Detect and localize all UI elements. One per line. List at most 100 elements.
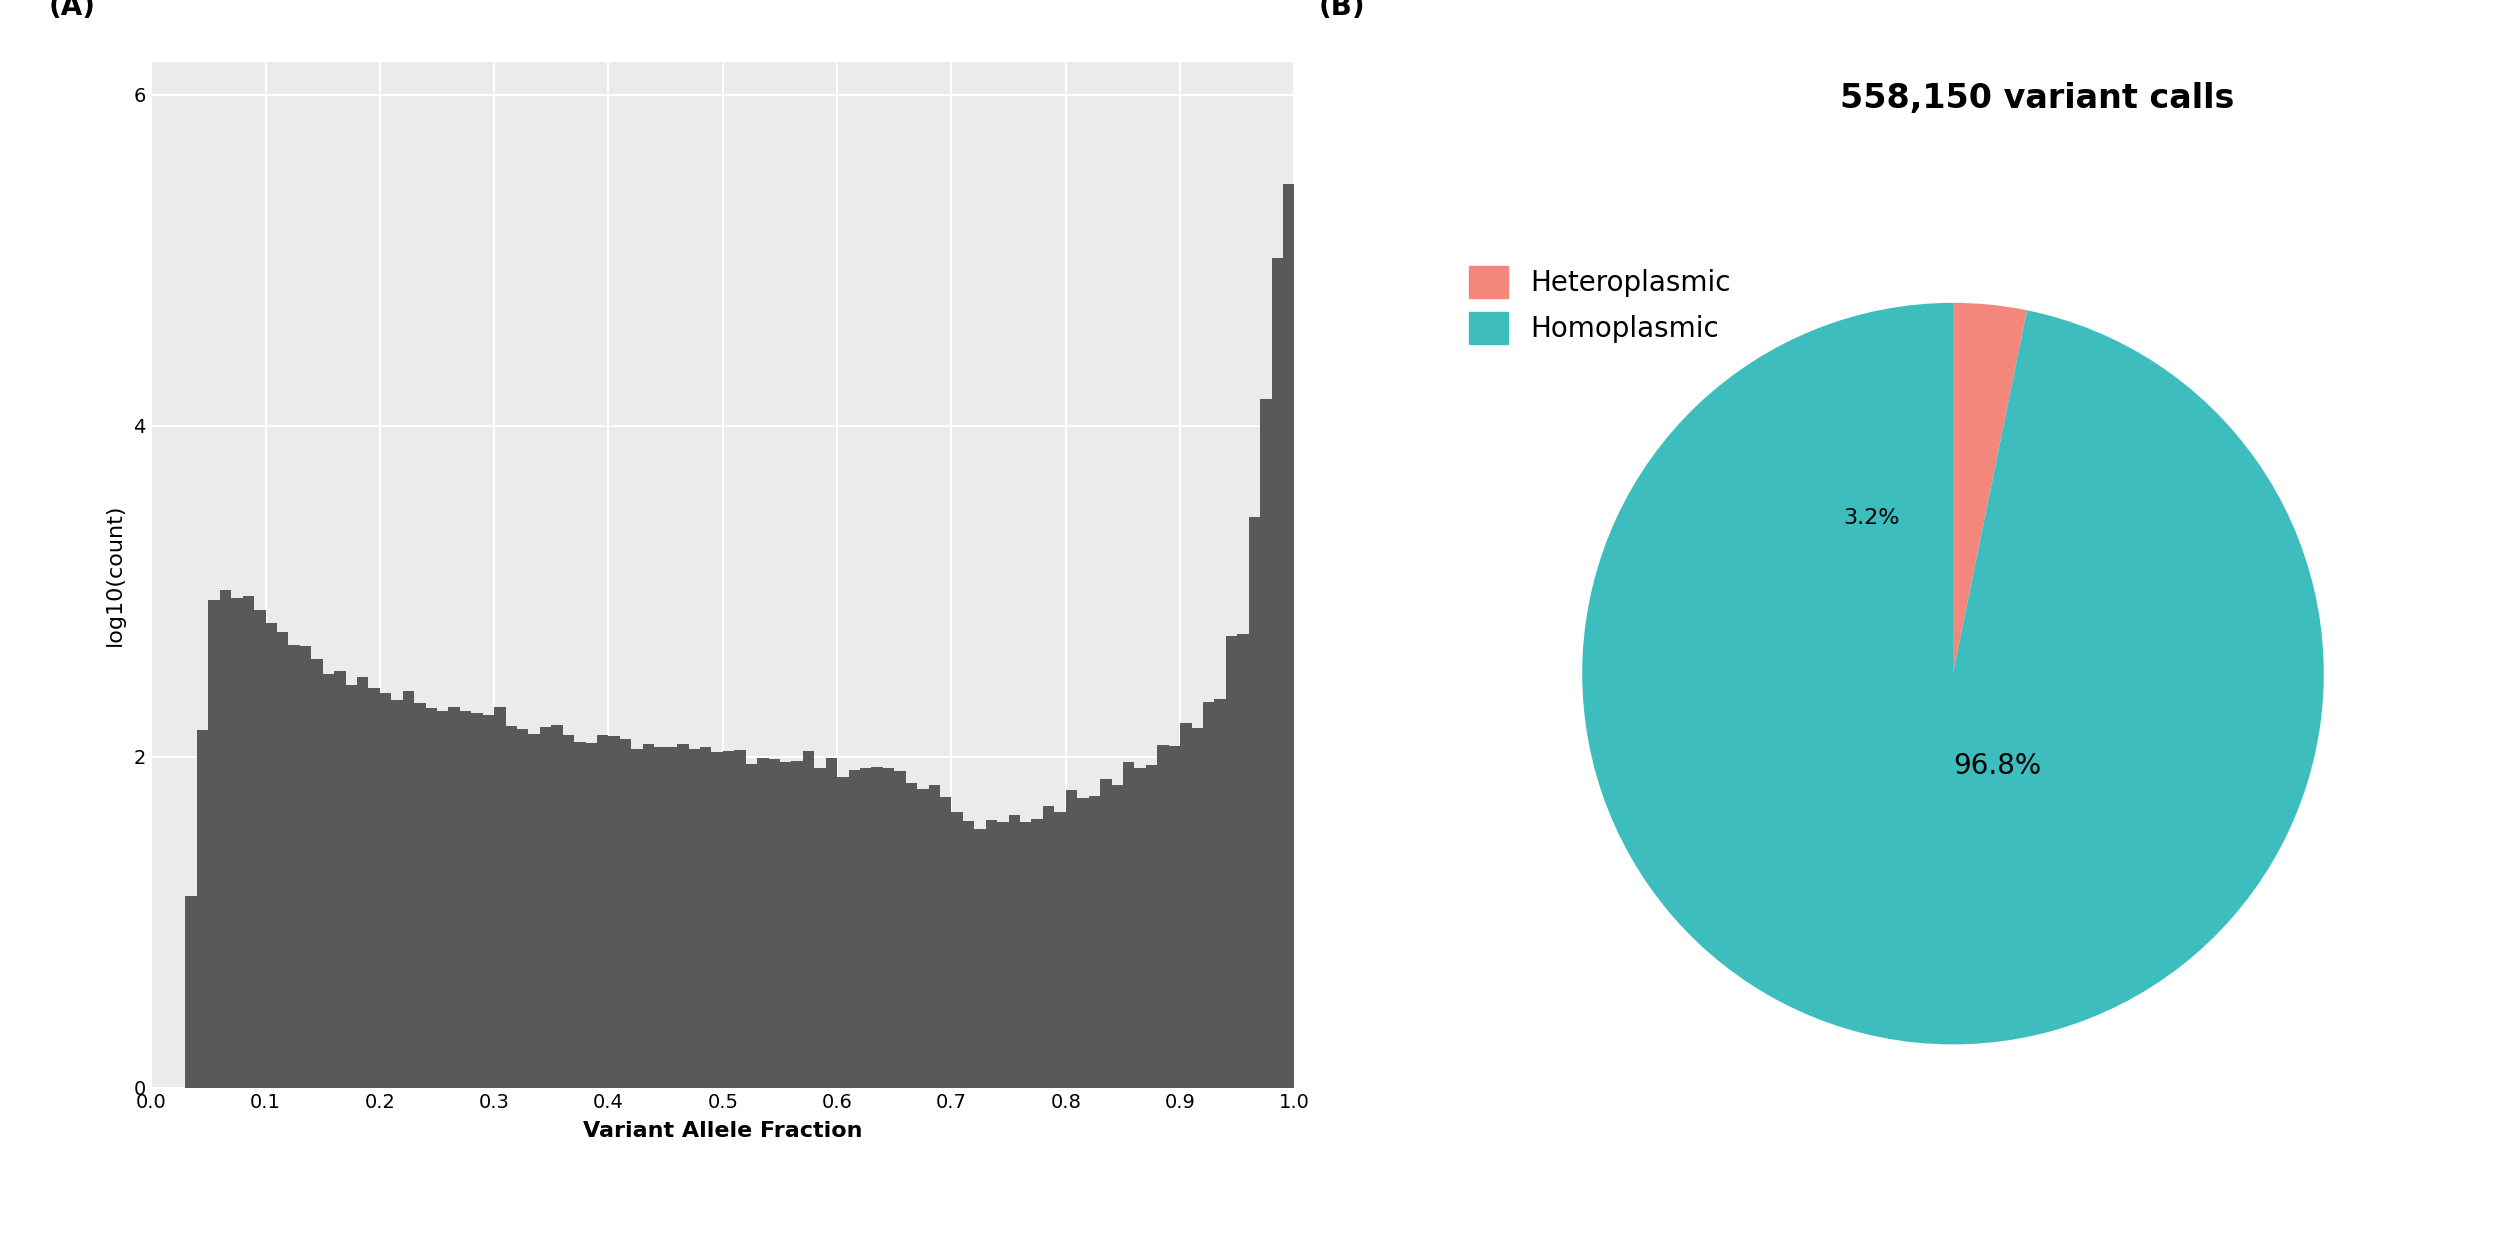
Bar: [746, 764, 756, 1088]
Bar: [597, 735, 607, 1088]
Legend: Heteroplasmic, Homoplasmic: Heteroplasmic, Homoplasmic: [1464, 261, 1736, 350]
Bar: [814, 769, 827, 1088]
Bar: [633, 749, 643, 1088]
Bar: [219, 591, 232, 1088]
Bar: [1273, 258, 1283, 1088]
Bar: [985, 819, 998, 1088]
Bar: [358, 677, 368, 1088]
Bar: [507, 726, 517, 1088]
Bar: [1111, 785, 1124, 1088]
Bar: [265, 623, 277, 1088]
Bar: [1053, 812, 1066, 1088]
Text: 96.8%: 96.8%: [1953, 753, 2041, 780]
Bar: [905, 784, 917, 1088]
Bar: [484, 716, 494, 1088]
Bar: [562, 735, 575, 1088]
X-axis label: Variant Allele Fraction: Variant Allele Fraction: [582, 1121, 862, 1141]
Bar: [539, 727, 552, 1088]
Bar: [335, 671, 345, 1088]
Bar: [859, 768, 872, 1088]
Text: 3.2%: 3.2%: [1842, 508, 1900, 528]
Bar: [1134, 768, 1147, 1088]
Bar: [1283, 184, 1295, 1088]
Bar: [1089, 796, 1101, 1088]
Bar: [1147, 765, 1157, 1088]
Bar: [494, 707, 507, 1088]
Text: (B): (B): [1318, 0, 1366, 21]
Bar: [1066, 790, 1076, 1088]
Bar: [781, 761, 791, 1088]
Bar: [368, 688, 381, 1088]
Bar: [552, 726, 562, 1088]
Bar: [1043, 806, 1053, 1088]
Bar: [756, 758, 769, 1088]
Wedge shape: [1583, 303, 2323, 1044]
Bar: [882, 768, 895, 1088]
Bar: [436, 711, 449, 1088]
Bar: [403, 691, 413, 1088]
Bar: [620, 739, 633, 1088]
Bar: [1021, 822, 1031, 1088]
Bar: [1225, 635, 1237, 1088]
Bar: [1179, 723, 1192, 1088]
Bar: [872, 766, 882, 1088]
Wedge shape: [1953, 303, 2026, 674]
Bar: [711, 751, 723, 1088]
Bar: [678, 744, 688, 1088]
Bar: [1031, 818, 1043, 1088]
Bar: [963, 821, 975, 1088]
Bar: [323, 674, 335, 1088]
Bar: [381, 693, 391, 1088]
Bar: [1101, 779, 1111, 1088]
Bar: [1202, 702, 1215, 1088]
Text: (A): (A): [48, 0, 96, 21]
Bar: [277, 632, 287, 1088]
Bar: [575, 742, 585, 1088]
Bar: [255, 611, 265, 1088]
Bar: [701, 747, 711, 1088]
Bar: [459, 711, 471, 1088]
Bar: [517, 729, 529, 1088]
Bar: [827, 758, 837, 1088]
Bar: [300, 646, 312, 1088]
Bar: [607, 737, 620, 1088]
Bar: [413, 703, 426, 1088]
Bar: [1157, 745, 1169, 1088]
Bar: [1008, 815, 1021, 1088]
Bar: [733, 750, 746, 1088]
Bar: [232, 598, 242, 1088]
Bar: [1250, 518, 1260, 1088]
Bar: [449, 707, 459, 1088]
Bar: [1260, 399, 1273, 1088]
Bar: [1192, 728, 1202, 1088]
Y-axis label: log10(count): log10(count): [106, 503, 126, 646]
Bar: [688, 749, 701, 1088]
Bar: [998, 822, 1008, 1088]
Bar: [345, 685, 358, 1088]
Bar: [804, 751, 814, 1088]
Bar: [895, 770, 905, 1088]
Bar: [769, 759, 781, 1088]
Bar: [209, 599, 219, 1088]
Bar: [791, 761, 804, 1088]
Bar: [927, 785, 940, 1088]
Bar: [426, 708, 436, 1088]
Bar: [643, 744, 655, 1088]
Bar: [849, 770, 859, 1088]
Bar: [837, 777, 849, 1088]
Bar: [917, 789, 927, 1088]
Bar: [1076, 797, 1089, 1088]
Bar: [1215, 700, 1225, 1088]
Bar: [940, 797, 953, 1088]
Bar: [312, 659, 323, 1088]
Bar: [197, 730, 209, 1088]
Bar: [287, 645, 300, 1088]
Bar: [975, 829, 985, 1088]
Bar: [1169, 745, 1179, 1088]
Bar: [529, 734, 539, 1088]
Bar: [1237, 634, 1250, 1088]
Bar: [723, 751, 733, 1088]
Bar: [953, 812, 963, 1088]
Bar: [585, 743, 597, 1088]
Bar: [186, 896, 197, 1088]
